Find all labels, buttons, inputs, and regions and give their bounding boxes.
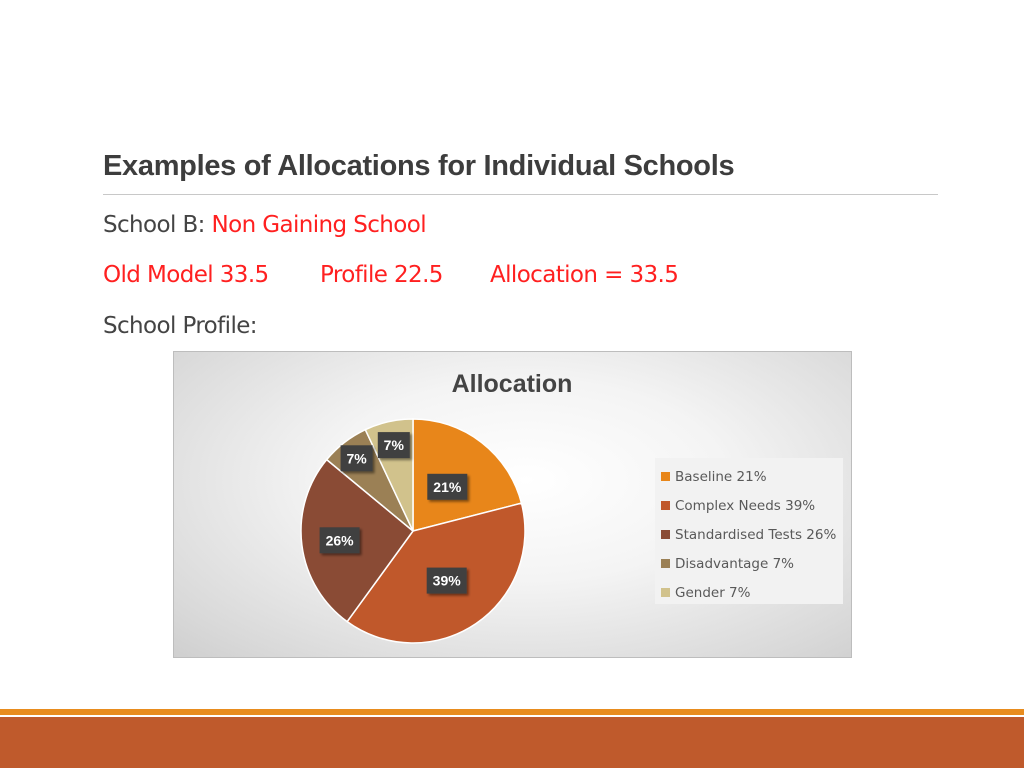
legend-box [655, 458, 843, 604]
legend-item-complex-needs: Complex Needs 39% [661, 498, 815, 514]
allocation-chart: Allocation 21% 39% 26% 7% 7% Baseline 21% Com… [173, 351, 852, 658]
footer-accent-line [0, 709, 1024, 715]
data-label-box [377, 432, 410, 459]
title-divider [103, 194, 938, 195]
data-label-disadvantage: 7% [340, 445, 373, 472]
data-label-text: 7% [346, 450, 367, 466]
profile-text: Profile 22.5 [320, 262, 443, 288]
legend-label: Standardised Tests 26% [675, 527, 836, 543]
old-model-text: Old Model 33.5 [103, 262, 269, 288]
pie-chart-svg: Allocation 21% 39% 26% 7% 7% Baseline 21% Com… [300, 370, 843, 644]
legend-label: Disadvantage 7% [675, 556, 794, 572]
data-label-baseline: 21% [427, 473, 468, 500]
school-type-value: Non Gaining School [211, 212, 427, 238]
school-line: School B: Non Gaining School [103, 212, 427, 238]
data-label-box [426, 567, 467, 594]
data-label-text: 26% [326, 532, 355, 548]
data-label-text: 21% [433, 479, 462, 495]
data-label-gender: 7% [377, 432, 410, 459]
legend-swatch [661, 588, 670, 597]
school-label: School B: [103, 212, 212, 238]
legend-swatch [661, 472, 670, 481]
legend-item-baseline: Baseline 21% [661, 469, 767, 485]
data-label-complex-needs: 39% [426, 567, 467, 594]
legend-item-standardised-tests: Standardised Tests 26% [661, 527, 836, 543]
data-label-text: 39% [433, 573, 462, 589]
legend-swatch [661, 530, 670, 539]
data-label-box [319, 527, 360, 554]
legend-label: Gender 7% [675, 585, 751, 601]
legend-item-disadvantage: Disadvantage 7% [661, 556, 794, 572]
legend-swatch [661, 559, 670, 568]
page-title: Examples of Allocations for Individual S… [103, 150, 735, 182]
footer-band [0, 717, 1024, 768]
data-label-box [340, 445, 373, 472]
legend-label: Baseline 21% [675, 469, 767, 485]
legend-label: Complex Needs 39% [675, 498, 815, 514]
allocation-text: Allocation = 33.5 [490, 262, 679, 288]
data-label-standardised-tests: 26% [319, 527, 360, 554]
data-label-box [427, 473, 468, 500]
chart-title: Allocation [452, 370, 573, 398]
legend-swatch [661, 501, 670, 510]
school-profile-label: School Profile: [103, 313, 258, 339]
legend-item-gender: Gender 7% [661, 585, 751, 601]
data-label-text: 7% [384, 437, 405, 453]
